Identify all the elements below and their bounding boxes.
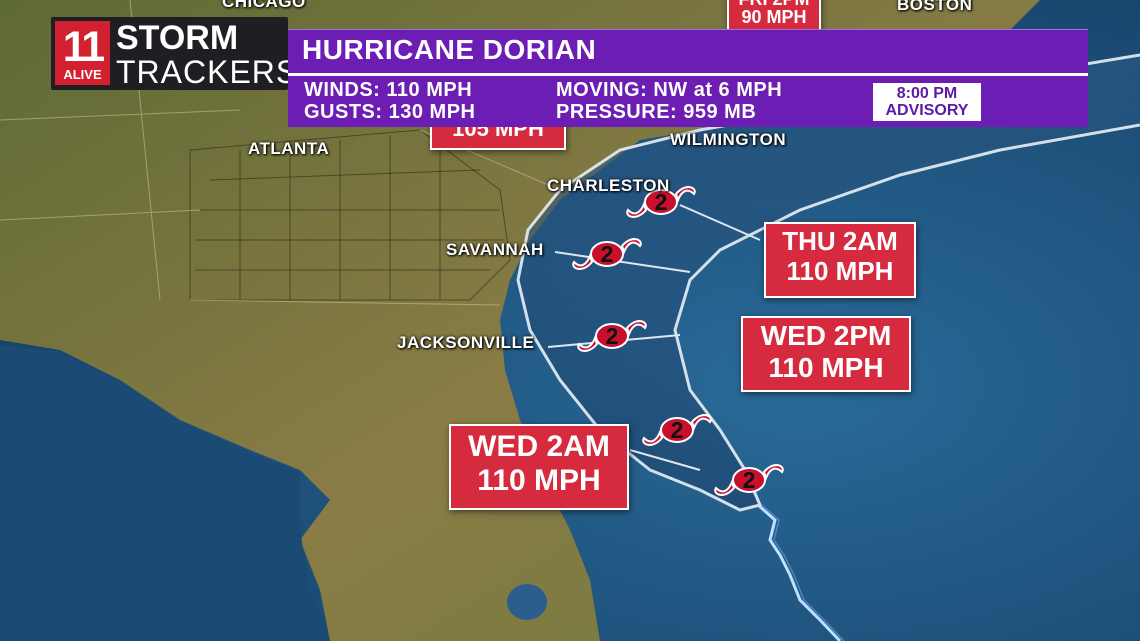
storm-category: 2 [605, 322, 619, 349]
storm-title: HURRICANE DORIAN [302, 34, 597, 65]
forecast-wind: 90 MPH [741, 7, 807, 27]
forecast-box-thu-2am: THU 2AM 110 MPH [764, 222, 916, 298]
city-chicago: CHICAGO [222, 0, 306, 11]
storm-winds: WINDS: 110 MPH [304, 79, 473, 101]
hurricane-icon-savannah: 2 [570, 224, 644, 284]
lake-okeechobee [507, 584, 547, 620]
city-savannah: SAVANNAH [446, 240, 544, 259]
storm-moving: MOVING: NW at 6 MPH [556, 79, 783, 101]
state-lines [0, 0, 561, 306]
logo-storm-text: STORM [116, 19, 239, 57]
gulf-of-mexico [0, 345, 330, 641]
station-logo: 11 ALIVE STORM TRACKERS [51, 17, 297, 90]
city-charleston: CHARLESTON [547, 176, 670, 195]
storm-pressure: PRESSURE: 959 MB [556, 101, 757, 123]
land-eastern-us [0, 0, 1040, 641]
city-jacksonville: JACKSONVILLE [397, 333, 535, 352]
storm-info-banner: HURRICANE DORIAN WINDS: 110 MPH GUSTS: 1… [288, 29, 1088, 127]
forecast-time: WED 2PM [760, 320, 892, 351]
advisory-label: ADVISORY [885, 102, 969, 119]
logo-trackers-text: TRACKERS [116, 54, 299, 90]
logo-11-box: 11 ALIVE [55, 21, 110, 85]
storm-category: 2 [670, 416, 684, 443]
forecast-box-wed-2pm: WED 2PM 110 MPH [741, 316, 911, 392]
advisory-time: 8:00 PM [896, 85, 958, 102]
storm-gusts: GUSTS: 130 MPH [304, 101, 476, 123]
city-atlanta: ATLANTA [248, 139, 330, 158]
forecast-box-wed-2am: WED 2AM 110 MPH [449, 424, 629, 510]
storm-category: 2 [600, 240, 614, 267]
hurricane-icon-charleston: 2 [624, 172, 698, 232]
forecast-time: WED 2AM [468, 430, 610, 463]
logo-number: 11 [62, 23, 105, 71]
advisory-badge: 8:00 PM ADVISORY [873, 83, 981, 121]
banner-divider [288, 73, 1088, 76]
forecast-cone [516, 53, 1140, 512]
forecast-wind: 110 MPH [786, 256, 894, 286]
past-track-outline [761, 504, 845, 641]
storm-category: 2 [742, 466, 756, 493]
city-boston: BOSTON [897, 0, 973, 14]
hurricane-icon-jacksonville: 2 [575, 306, 649, 366]
hurricane-icon-wed-2am: 2 [640, 400, 714, 460]
logo-station: ALIVE [63, 67, 102, 82]
forecast-time: THU 2AM [782, 226, 898, 256]
past-track [757, 503, 842, 641]
forecast-wind: 110 MPH [768, 352, 884, 383]
forecast-time: FRI 2PM [729, 0, 819, 8]
storm-category: 2 [654, 188, 668, 215]
city-wilmington: WILMINGTON [670, 130, 787, 149]
forecast-wind: 110 MPH [477, 464, 601, 497]
hurricane-icon-current: 2 [712, 450, 786, 510]
